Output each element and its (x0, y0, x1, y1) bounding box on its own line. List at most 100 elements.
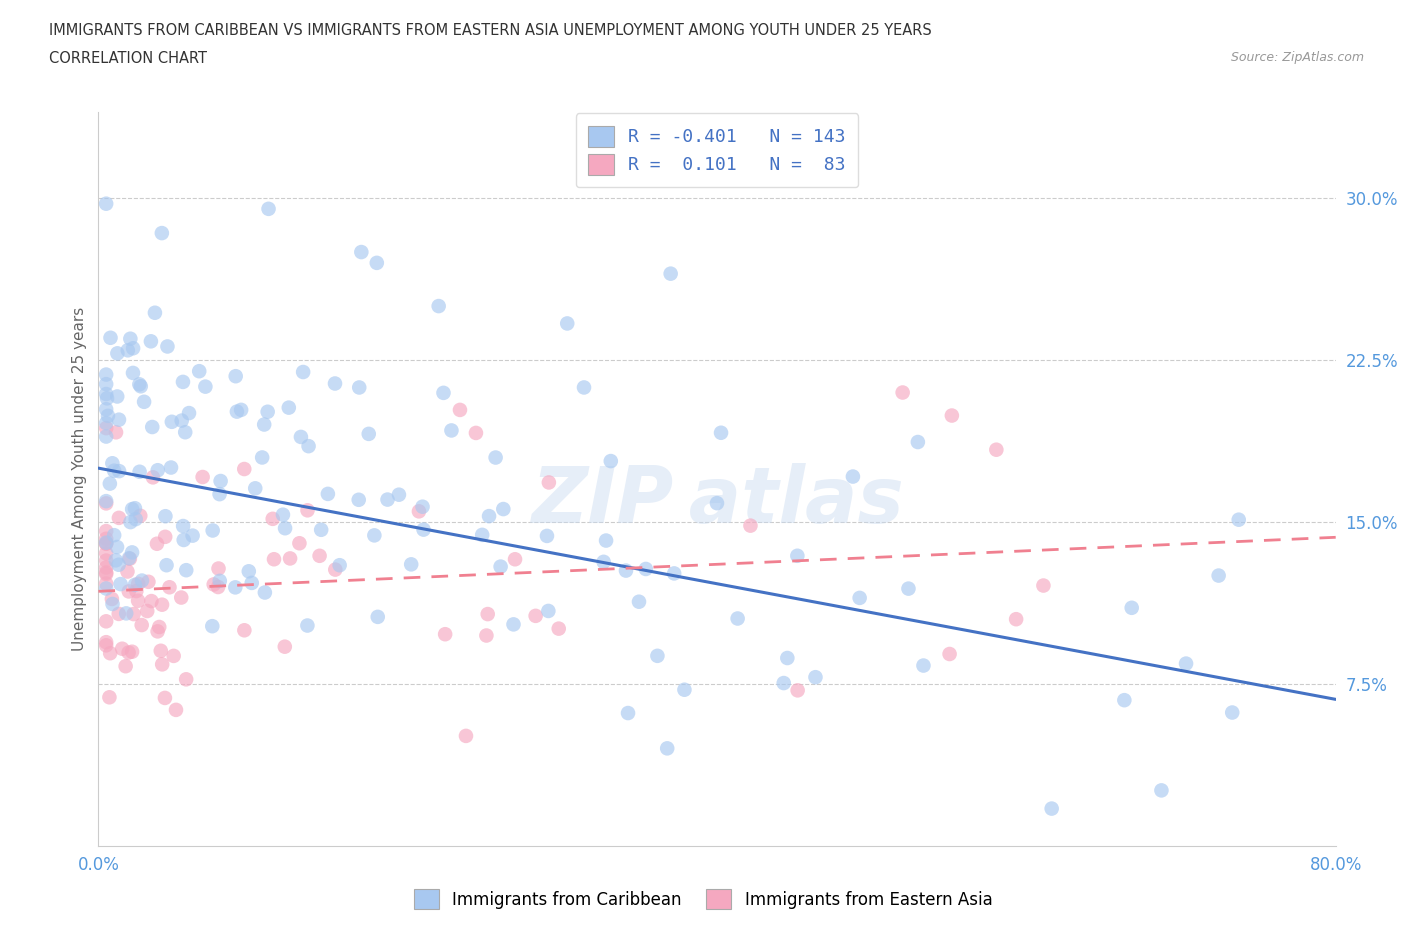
Point (108, 412, 131, 427)
Point (786, 549, 808, 564)
Point (177, 405, 200, 420)
Point (207, 561, 229, 576)
Point (941, 408, 963, 423)
Point (121, 501, 143, 516)
Point (149, 644, 172, 658)
Point (136, 604, 159, 618)
Point (288, 536, 311, 551)
Point (662, 566, 685, 581)
Text: ZIP atlas: ZIP atlas (530, 463, 904, 539)
Point (842, 469, 865, 484)
Point (1032, 578, 1054, 593)
Point (897, 581, 920, 596)
Point (357, 427, 380, 442)
Point (350, 245, 373, 259)
Point (657, 741, 679, 756)
Point (349, 380, 371, 395)
Point (201, 618, 224, 633)
Point (233, 623, 256, 638)
Point (150, 657, 173, 671)
Point (786, 683, 808, 698)
Point (121, 545, 143, 560)
Point (225, 405, 247, 419)
Point (105, 539, 128, 554)
Point (96, 496, 118, 511)
Point (537, 604, 560, 618)
Point (174, 563, 197, 578)
Point (986, 443, 1008, 458)
Legend: Immigrants from Caribbean, Immigrants from Eastern Asia: Immigrants from Caribbean, Immigrants fr… (405, 881, 1001, 917)
Point (434, 627, 457, 642)
Point (208, 574, 231, 589)
Point (471, 527, 494, 542)
Point (231, 403, 253, 418)
Point (118, 584, 141, 599)
Point (160, 415, 183, 430)
Point (125, 512, 148, 526)
Point (120, 331, 142, 346)
Point (96, 635, 118, 650)
Point (174, 671, 197, 686)
Point (209, 473, 232, 488)
Point (673, 683, 696, 698)
Point (240, 576, 263, 591)
Point (485, 450, 508, 465)
Point (659, 266, 682, 281)
Point (614, 564, 637, 578)
Point (208, 486, 231, 501)
Text: Source: ZipAtlas.com: Source: ZipAtlas.com (1230, 51, 1364, 64)
Point (107, 557, 129, 572)
Point (776, 651, 799, 666)
Point (96, 536, 118, 551)
Point (537, 475, 560, 490)
Point (107, 606, 129, 621)
Point (309, 523, 332, 538)
Point (225, 369, 247, 384)
Point (257, 202, 280, 217)
Point (103, 527, 125, 542)
Point (502, 617, 524, 631)
Point (627, 594, 650, 609)
Point (388, 487, 411, 502)
Point (194, 379, 217, 394)
Point (96, 565, 118, 580)
Point (347, 492, 370, 507)
Point (125, 584, 148, 599)
Point (170, 413, 193, 428)
Y-axis label: Unemployment Among Youth under 25 years: Unemployment Among Youth under 25 years (72, 307, 87, 651)
Point (555, 316, 578, 331)
Point (122, 365, 145, 380)
Point (98, 476, 121, 491)
Point (105, 425, 128, 440)
Point (547, 621, 569, 636)
Point (96, 377, 118, 392)
Point (97, 408, 120, 423)
Point (274, 521, 297, 536)
Text: IMMIGRANTS FROM CARIBBEAN VS IMMIGRANTS FROM EASTERN ASIA UNEMPLOYMENT AMONG YOU: IMMIGRANTS FROM CARIBBEAN VS IMMIGRANTS … (49, 23, 932, 38)
Point (108, 511, 131, 525)
Point (117, 645, 139, 660)
Point (399, 557, 422, 572)
Point (129, 379, 152, 393)
Point (105, 389, 128, 404)
Point (256, 405, 278, 419)
Point (96, 537, 118, 551)
Point (96, 387, 118, 402)
Point (98, 690, 121, 705)
Legend: R = -0.401   N = 143, R =  0.101   N =  83: R = -0.401 N = 143, R = 0.101 N = 83 (576, 113, 858, 188)
Point (124, 500, 146, 515)
Point (170, 591, 193, 605)
Point (706, 496, 728, 511)
Point (96, 494, 118, 509)
Point (96, 429, 118, 444)
Point (104, 553, 127, 568)
Point (250, 450, 273, 465)
Point (290, 430, 312, 445)
Point (96, 581, 118, 596)
Point (207, 579, 229, 594)
Point (153, 690, 176, 705)
Point (938, 646, 960, 661)
Point (122, 606, 145, 621)
Point (710, 425, 733, 440)
Point (98, 645, 121, 660)
